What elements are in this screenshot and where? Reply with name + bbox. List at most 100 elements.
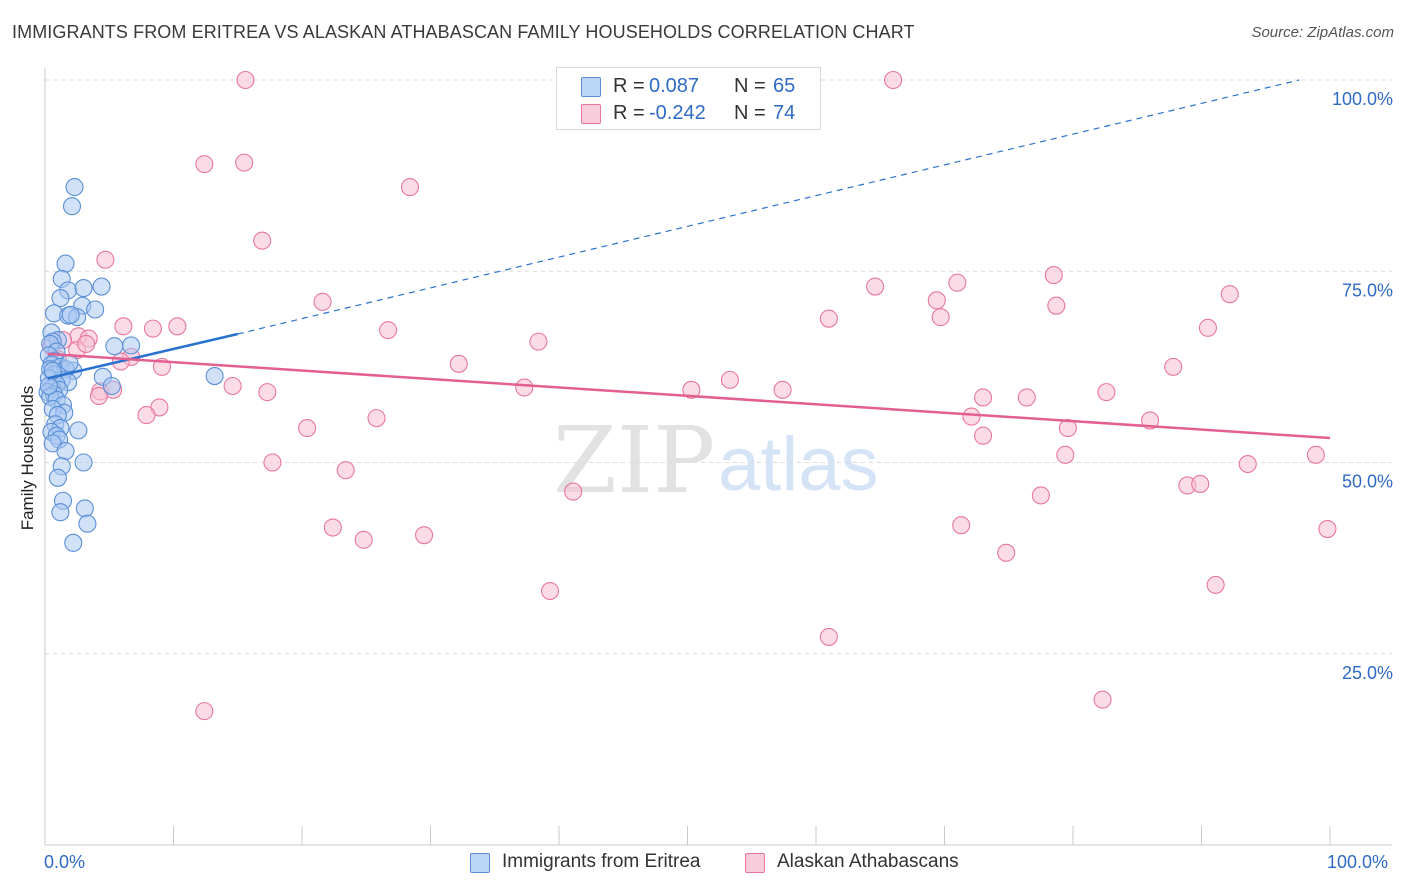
- eritrea-point[interactable]: [92, 277, 111, 296]
- athabascan-point[interactable]: [540, 581, 560, 601]
- axes: [44, 68, 1392, 846]
- eritrea-point[interactable]: [51, 288, 70, 308]
- n-value: 65: [773, 75, 796, 97]
- athabascan-point[interactable]: [1318, 520, 1337, 539]
- eritrea-point[interactable]: [102, 376, 121, 396]
- eritrea-point[interactable]: [51, 503, 70, 522]
- athabascan-point[interactable]: [1306, 445, 1325, 464]
- athabascan-point[interactable]: [367, 409, 386, 428]
- y-axis-title: Family Households: [18, 385, 37, 531]
- eritrea-point[interactable]: [60, 353, 79, 373]
- athabascan-point[interactable]: [515, 378, 534, 397]
- athabascan-point[interactable]: [529, 332, 548, 351]
- athabascan-point[interactable]: [258, 383, 277, 402]
- eritrea-point[interactable]: [205, 367, 224, 386]
- athabascan-point[interactable]: [143, 319, 162, 338]
- athabascan-point[interactable]: [973, 388, 993, 407]
- eritrea-point[interactable]: [56, 254, 75, 273]
- athabascan-point[interactable]: [253, 231, 272, 250]
- eritrea-point[interactable]: [122, 336, 141, 355]
- athabascan-point[interactable]: [819, 627, 838, 646]
- r-value: 0.087: [649, 75, 700, 97]
- athabascan-point[interactable]: [1097, 383, 1116, 402]
- x-tick-label-max: 100.0%: [1327, 852, 1389, 872]
- athabascan-point[interactable]: [866, 277, 885, 296]
- athabascan-point[interactable]: [354, 530, 373, 549]
- r-label: R =: [613, 75, 645, 97]
- athabascan-point[interactable]: [1093, 690, 1112, 709]
- chart-title: IMMIGRANTS FROM ERITREA VS ALASKAN ATHAB…: [12, 22, 915, 42]
- athabascan-point[interactable]: [1198, 318, 1217, 337]
- athabascan-point[interactable]: [1047, 296, 1066, 315]
- athabascan-point[interactable]: [1141, 411, 1160, 430]
- trend-lines: [47, 79, 1331, 440]
- athabascan-point[interactable]: [564, 482, 583, 501]
- athabascan-point[interactable]: [1191, 474, 1210, 493]
- eritrea-trend-extension: [237, 79, 1300, 335]
- athabascan-point[interactable]: [682, 380, 701, 399]
- athabascan-point[interactable]: [884, 70, 903, 90]
- n-value: 74: [773, 102, 796, 124]
- athabascan-point[interactable]: [415, 526, 434, 545]
- eritrea-point[interactable]: [69, 421, 88, 440]
- athabascan-point[interactable]: [336, 461, 355, 480]
- eritrea-point[interactable]: [62, 197, 82, 216]
- athabascan-point[interactable]: [962, 407, 981, 426]
- athabascan-point[interactable]: [773, 380, 792, 399]
- athabascan-point[interactable]: [223, 376, 242, 396]
- athabascan-point[interactable]: [720, 370, 739, 389]
- eritrea-point[interactable]: [78, 514, 97, 533]
- athabascan-point[interactable]: [931, 308, 950, 327]
- athabascan-point[interactable]: [1031, 486, 1050, 505]
- athabascan-point[interactable]: [973, 426, 993, 445]
- athabascan-point[interactable]: [379, 321, 398, 340]
- athabascan-point[interactable]: [96, 250, 115, 269]
- athabascan-point[interactable]: [77, 334, 96, 353]
- eritrea-point[interactable]: [39, 376, 58, 396]
- athabascan-point[interactable]: [1220, 285, 1239, 304]
- y-tick-label: 100.0%: [1332, 89, 1393, 109]
- athabascan-point[interactable]: [927, 291, 946, 310]
- athabascan-point[interactable]: [236, 70, 255, 90]
- athabascan-point[interactable]: [168, 317, 187, 336]
- athabascan-point[interactable]: [400, 178, 419, 197]
- athabascan-point[interactable]: [1164, 357, 1183, 376]
- athabascan-point[interactable]: [1238, 454, 1257, 474]
- athabascan-point[interactable]: [313, 292, 332, 311]
- athabascan-point[interactable]: [263, 453, 282, 472]
- athabascan-point[interactable]: [1044, 266, 1063, 285]
- eritrea-point[interactable]: [48, 468, 67, 487]
- athabascan-point[interactable]: [137, 406, 156, 425]
- eritrea-point[interactable]: [65, 178, 84, 197]
- eritrea-point[interactable]: [64, 533, 83, 552]
- eritrea-point[interactable]: [56, 441, 75, 461]
- athabascan-point[interactable]: [235, 153, 254, 172]
- athabascan-point[interactable]: [997, 543, 1016, 562]
- y-tick-labels: 25.0% 50.0% 75.0% 100.0%: [1332, 89, 1393, 683]
- eritrea-point[interactable]: [86, 300, 105, 319]
- athabascan-point[interactable]: [948, 273, 967, 292]
- athabascan-point[interactable]: [1206, 575, 1225, 594]
- athabascan-point[interactable]: [1017, 388, 1036, 407]
- athabascan-point[interactable]: [449, 354, 468, 373]
- eritrea-point[interactable]: [75, 499, 94, 518]
- athabascan-point[interactable]: [819, 309, 838, 328]
- athabascan-point[interactable]: [323, 518, 342, 537]
- eritrea-point[interactable]: [61, 305, 80, 324]
- r-label: R =: [613, 102, 645, 124]
- eritrea-point[interactable]: [74, 453, 93, 472]
- athabascan-point[interactable]: [89, 386, 109, 405]
- athabascan-point[interactable]: [195, 702, 214, 721]
- athabascan-point[interactable]: [298, 419, 317, 438]
- legend-swatch-blue: [581, 77, 601, 97]
- x-tick-label-min: 0.0%: [44, 852, 86, 872]
- athabascan-point[interactable]: [952, 516, 971, 535]
- eritrea-point[interactable]: [74, 279, 93, 298]
- eritrea-point[interactable]: [105, 337, 124, 356]
- watermark: ZIP atlas: [553, 407, 879, 514]
- athabascan-point[interactable]: [1056, 445, 1075, 464]
- series-legend: Immigrants from Eritrea Alaskan Athabasc…: [0, 851, 1406, 877]
- athabascan-point[interactable]: [195, 155, 214, 174]
- athabascan-point[interactable]: [114, 317, 133, 336]
